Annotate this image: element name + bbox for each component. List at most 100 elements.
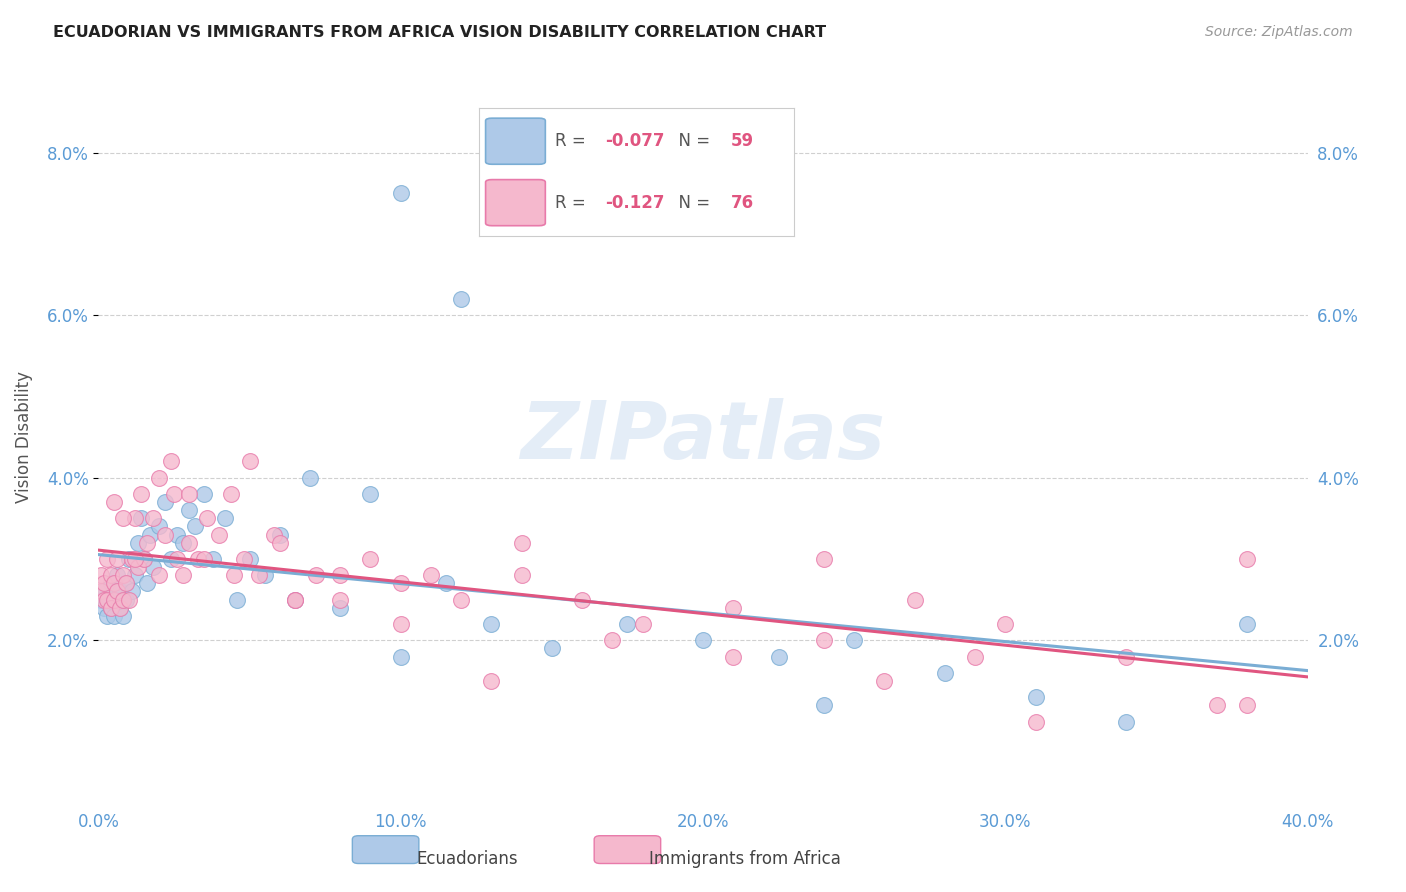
- Point: [481, 673, 503, 688]
- Point: [90, 568, 112, 582]
- Point: [166, 552, 188, 566]
- Point: [305, 568, 328, 582]
- Point: [1024, 714, 1046, 729]
- Point: [124, 511, 146, 525]
- Point: [616, 617, 638, 632]
- Point: [93, 576, 115, 591]
- Point: [193, 487, 215, 501]
- Point: [105, 552, 128, 566]
- Point: [284, 592, 307, 607]
- Point: [224, 568, 246, 582]
- Point: [873, 673, 896, 688]
- Point: [111, 592, 134, 607]
- Point: [108, 584, 131, 599]
- Point: [226, 592, 249, 607]
- Point: [118, 592, 141, 607]
- Point: [692, 633, 714, 648]
- Point: [142, 560, 165, 574]
- Point: [129, 511, 152, 525]
- Point: [100, 600, 122, 615]
- Point: [129, 487, 152, 501]
- Text: Ecuadorians: Ecuadorians: [416, 850, 517, 868]
- Point: [184, 519, 207, 533]
- Point: [934, 665, 956, 680]
- Point: [1236, 617, 1258, 632]
- Point: [132, 552, 155, 566]
- Point: [172, 568, 194, 582]
- Point: [329, 592, 352, 607]
- Point: [269, 527, 291, 541]
- Point: [195, 511, 218, 525]
- Point: [90, 584, 112, 599]
- Point: [179, 535, 201, 549]
- Point: [108, 600, 131, 615]
- Point: [284, 592, 307, 607]
- Point: [148, 519, 170, 533]
- Point: [105, 568, 128, 582]
- Text: ECUADORIAN VS IMMIGRANTS FROM AFRICA VISION DISABILITY CORRELATION CHART: ECUADORIAN VS IMMIGRANTS FROM AFRICA VIS…: [53, 25, 827, 40]
- Point: [193, 552, 215, 566]
- Point: [103, 592, 125, 607]
- Point: [111, 608, 134, 623]
- Point: [121, 552, 143, 566]
- FancyBboxPatch shape: [595, 836, 661, 863]
- Point: [114, 576, 136, 591]
- Point: [329, 568, 352, 582]
- Point: [450, 592, 472, 607]
- Point: [93, 600, 115, 615]
- Point: [103, 576, 125, 591]
- Point: [247, 568, 270, 582]
- Point: [100, 600, 122, 615]
- Point: [96, 608, 118, 623]
- Point: [127, 560, 149, 574]
- Point: [965, 649, 987, 664]
- Point: [221, 487, 243, 501]
- Point: [160, 454, 183, 468]
- Point: [166, 527, 188, 541]
- Point: [1115, 649, 1137, 664]
- Point: [153, 495, 176, 509]
- Point: [994, 617, 1017, 632]
- Point: [631, 617, 654, 632]
- Point: [135, 535, 157, 549]
- Point: [510, 535, 533, 549]
- Point: [239, 454, 262, 468]
- Point: [142, 511, 165, 525]
- Point: [329, 600, 352, 615]
- Point: [239, 552, 262, 566]
- Point: [100, 568, 122, 582]
- Point: [132, 552, 155, 566]
- Point: [360, 487, 382, 501]
- Point: [284, 592, 307, 607]
- Point: [114, 592, 136, 607]
- Point: [510, 568, 533, 582]
- Point: [96, 552, 118, 566]
- FancyBboxPatch shape: [353, 836, 419, 863]
- Point: [96, 592, 118, 607]
- Point: [111, 511, 134, 525]
- Point: [179, 503, 201, 517]
- Point: [1206, 698, 1229, 713]
- Point: [127, 535, 149, 549]
- Point: [118, 552, 141, 566]
- Point: [360, 552, 382, 566]
- Point: [450, 292, 472, 306]
- Point: [202, 552, 225, 566]
- Point: [253, 568, 276, 582]
- Point: [153, 527, 176, 541]
- Point: [139, 527, 162, 541]
- Point: [172, 535, 194, 549]
- Point: [124, 568, 146, 582]
- Point: [187, 552, 209, 566]
- Point: [93, 584, 115, 599]
- Point: [124, 552, 146, 566]
- Point: [93, 592, 115, 607]
- Y-axis label: Vision Disability: Vision Disability: [15, 371, 32, 503]
- Point: [1024, 690, 1046, 705]
- Point: [232, 552, 254, 566]
- Point: [163, 487, 186, 501]
- Point: [121, 584, 143, 599]
- Point: [114, 576, 136, 591]
- Point: [389, 649, 412, 664]
- Point: [434, 576, 457, 591]
